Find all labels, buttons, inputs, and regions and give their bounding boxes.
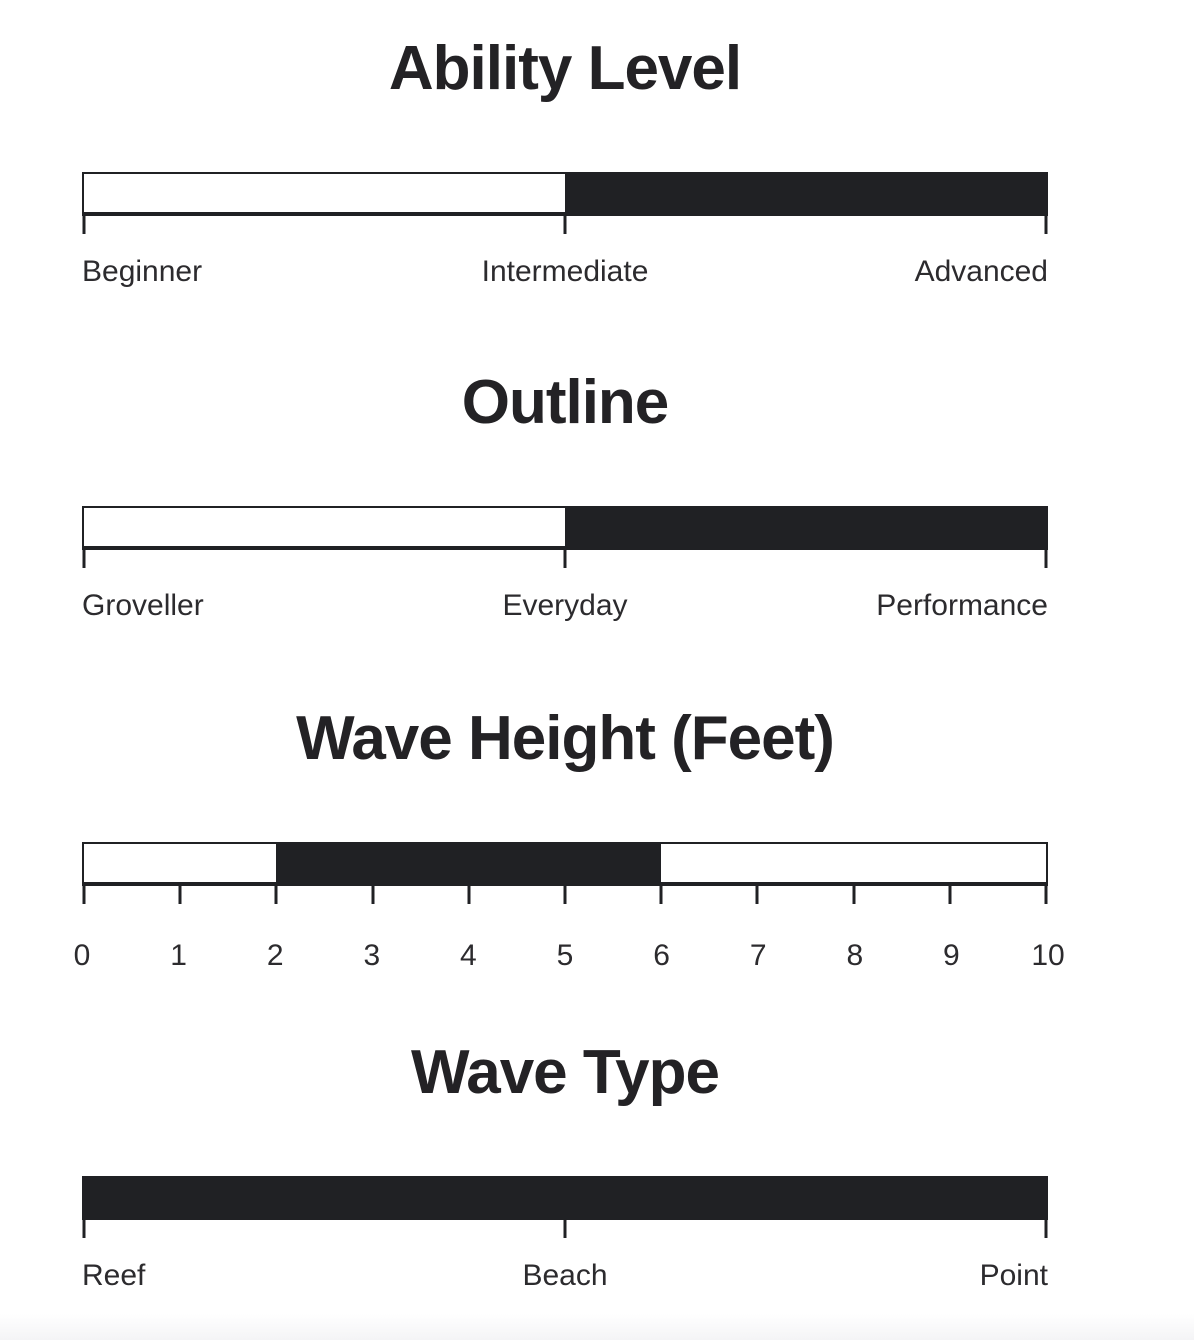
tick-mark (563, 1220, 567, 1238)
section-title: Wave Height (Feet) (296, 704, 835, 773)
tick-mark (852, 886, 856, 904)
tick-mark (563, 216, 567, 234)
scale-label: 7 (749, 939, 767, 972)
scale-label: 1 (170, 939, 187, 972)
gauge-label-mid: Intermediate (481, 255, 649, 288)
gauge-label-max: Point (979, 1259, 1048, 1292)
gauge-fill-range (565, 506, 1046, 550)
gauge-labels: Reef Beach Point (82, 1258, 1048, 1296)
gauge-fill-range (84, 1176, 1046, 1220)
gauge-label-mid: Beach (522, 1259, 608, 1292)
tick-mark (1044, 886, 1048, 904)
tick-mark (1044, 550, 1048, 568)
tick-mark (82, 550, 86, 568)
tick-mark (82, 1220, 86, 1238)
tick-mark (659, 886, 663, 904)
tick-mark (563, 550, 567, 568)
tick-mark (178, 886, 182, 904)
gauge-fill-range (276, 842, 662, 886)
tick-mark (1044, 216, 1048, 234)
tick-mark (371, 886, 375, 904)
tick-mark (82, 216, 86, 234)
scale-label: 2 (266, 939, 284, 972)
gauge-ability-level: Ability Level Beginner Intermediate Adva… (82, 37, 1048, 337)
tick-mark (82, 886, 86, 904)
gauge-track (82, 842, 1048, 904)
gauge-wave-height: Wave Height (Feet) 0 1 2 3 4 5 6 7 8 9 10 (74, 704, 1065, 1007)
gauge-fill-range (565, 172, 1046, 216)
gauge-label-min: Reef (82, 1259, 146, 1292)
scale-label: 6 (653, 939, 670, 972)
gauge-label-max: Performance (876, 589, 1048, 622)
section-title: Wave Type (411, 1038, 720, 1107)
gauge-track (82, 506, 1048, 568)
gauge-label-mid: Everyday (502, 589, 628, 622)
gauge-label-max: Advanced (914, 255, 1048, 288)
tick-mark (948, 886, 952, 904)
scale-label: 8 (846, 939, 864, 972)
tick-mark (274, 886, 278, 904)
scale-label: 5 (556, 939, 574, 972)
gauge-labels: Beginner Intermediate Advanced (82, 254, 1048, 292)
gauge-track (82, 172, 1048, 234)
gauge-label-min: Beginner (82, 255, 203, 288)
tick-mark (1044, 1220, 1048, 1238)
gauge-label-min: Groveller (82, 589, 204, 622)
gauge-labels: Groveller Everyday Performance (82, 588, 1048, 626)
gauge-wave-type: Wave Type Reef Beach Point (82, 1041, 1048, 1341)
gauge-outline: Outline Groveller Everyday Performance (82, 371, 1048, 671)
tick-mark (755, 886, 759, 904)
scale-label: 9 (943, 939, 960, 972)
scale-label: 3 (363, 939, 381, 972)
scale-label: 4 (460, 939, 477, 972)
section-title: Ability Level (388, 34, 742, 103)
tick-mark (563, 886, 567, 904)
gauge-track (82, 1176, 1048, 1238)
scale-label: 10 (1031, 939, 1065, 972)
gauge-scale-labels: 0 1 2 3 4 5 6 7 8 9 10 (74, 938, 1065, 976)
scale-label: 0 (73, 939, 91, 972)
section-title: Outline (461, 368, 670, 437)
tick-mark (467, 886, 471, 904)
